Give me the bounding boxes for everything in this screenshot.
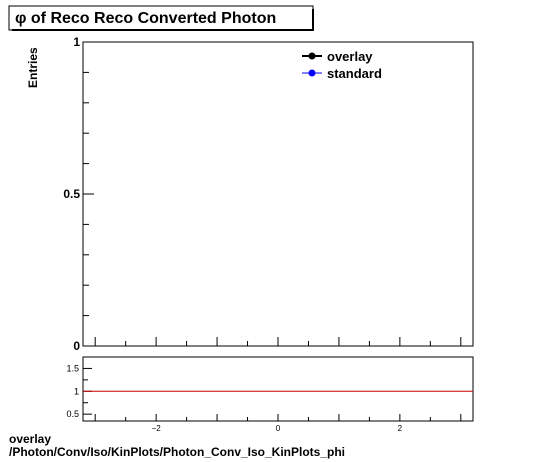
legend: overlay standard <box>302 49 382 81</box>
title-box-shadow <box>12 29 314 31</box>
ratio-x-tick-label: 0 <box>276 424 281 433</box>
legend-overlay-label: overlay <box>327 49 373 64</box>
legend-standard-marker <box>308 69 316 77</box>
y-axis-label: Entries <box>26 47 40 88</box>
main-axis-ticks: 00.51 <box>63 35 462 353</box>
title-box-shadow-right <box>312 9 314 31</box>
main-y-tick-label: 0.5 <box>63 187 80 201</box>
footer-line-1: overlay <box>9 432 51 446</box>
legend-overlay-marker <box>308 52 316 60</box>
ratio-y-tick-label: 0.5 <box>66 409 79 419</box>
legend-standard-label: standard <box>327 66 382 81</box>
title-box <box>8 5 314 31</box>
ratio-plot-frame <box>82 356 474 422</box>
ratio-y-tick-label: 1 <box>74 386 79 396</box>
ratio-y-tick-label: 1.5 <box>66 363 79 373</box>
main-y-tick-label: 0 <box>73 339 80 353</box>
ratio-x-tick-label: −2 <box>152 424 162 433</box>
main-plot-frame <box>82 41 474 347</box>
ratio-x-tick-label: 2 <box>398 424 403 433</box>
footer-line-2: /Photon/Conv/Iso/KinPlots/Photon_Conv_Is… <box>9 445 345 459</box>
ratio-axis-ticks: 0.5 1 1.5 −2 0 2 <box>66 363 462 433</box>
chart-title: φ of Reco Reco Converted Photon <box>15 10 276 27</box>
main-y-tick-label: 1 <box>73 35 80 49</box>
